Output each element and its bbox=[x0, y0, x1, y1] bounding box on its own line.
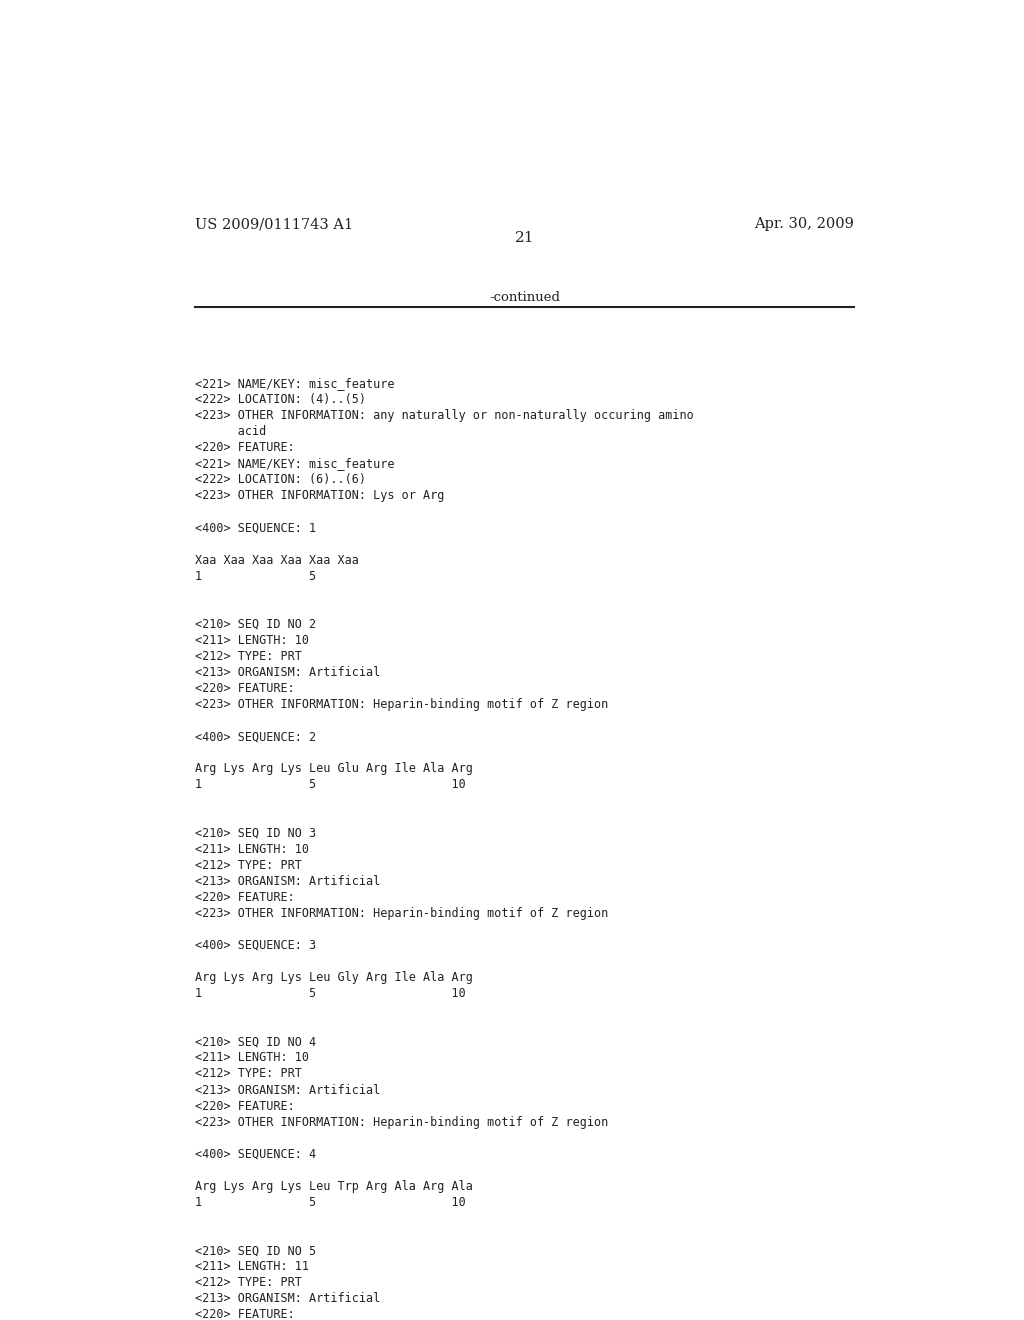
Text: <220> FEATURE:: <220> FEATURE: bbox=[196, 441, 295, 454]
Text: <222> LOCATION: (4)..(5): <222> LOCATION: (4)..(5) bbox=[196, 393, 367, 407]
Text: <213> ORGANISM: Artificial: <213> ORGANISM: Artificial bbox=[196, 1292, 381, 1305]
Text: <211> LENGTH: 10: <211> LENGTH: 10 bbox=[196, 1052, 309, 1064]
Text: <400> SEQUENCE: 1: <400> SEQUENCE: 1 bbox=[196, 521, 316, 535]
Text: 1               5: 1 5 bbox=[196, 570, 316, 582]
Text: -continued: -continued bbox=[489, 290, 560, 304]
Text: <220> FEATURE:: <220> FEATURE: bbox=[196, 682, 295, 696]
Text: Apr. 30, 2009: Apr. 30, 2009 bbox=[755, 218, 854, 231]
Text: Arg Lys Arg Lys Leu Gly Arg Ile Ala Arg: Arg Lys Arg Lys Leu Gly Arg Ile Ala Arg bbox=[196, 972, 473, 985]
Text: <223> OTHER INFORMATION: any naturally or non-naturally occuring amino: <223> OTHER INFORMATION: any naturally o… bbox=[196, 409, 694, 422]
Text: 21: 21 bbox=[515, 231, 535, 244]
Text: <221> NAME/KEY: misc_feature: <221> NAME/KEY: misc_feature bbox=[196, 457, 395, 470]
Text: 1               5                   10: 1 5 10 bbox=[196, 1196, 466, 1209]
Text: 1               5                   10: 1 5 10 bbox=[196, 987, 466, 1001]
Text: <223> OTHER INFORMATION: Lys or Arg: <223> OTHER INFORMATION: Lys or Arg bbox=[196, 490, 444, 503]
Text: <210> SEQ ID NO 5: <210> SEQ ID NO 5 bbox=[196, 1245, 316, 1257]
Text: <400> SEQUENCE: 4: <400> SEQUENCE: 4 bbox=[196, 1148, 316, 1160]
Text: US 2009/0111743 A1: US 2009/0111743 A1 bbox=[196, 218, 353, 231]
Text: <400> SEQUENCE: 3: <400> SEQUENCE: 3 bbox=[196, 939, 316, 952]
Text: <400> SEQUENCE: 2: <400> SEQUENCE: 2 bbox=[196, 730, 316, 743]
Text: <210> SEQ ID NO 2: <210> SEQ ID NO 2 bbox=[196, 618, 316, 631]
Text: <220> FEATURE:: <220> FEATURE: bbox=[196, 1100, 295, 1113]
Text: <212> TYPE: PRT: <212> TYPE: PRT bbox=[196, 1068, 302, 1081]
Text: <210> SEQ ID NO 3: <210> SEQ ID NO 3 bbox=[196, 826, 316, 840]
Text: <212> TYPE: PRT: <212> TYPE: PRT bbox=[196, 649, 302, 663]
Text: <223> OTHER INFORMATION: Heparin-binding motif of Z region: <223> OTHER INFORMATION: Heparin-binding… bbox=[196, 1115, 608, 1129]
Text: <213> ORGANISM: Artificial: <213> ORGANISM: Artificial bbox=[196, 875, 381, 888]
Text: <212> TYPE: PRT: <212> TYPE: PRT bbox=[196, 859, 302, 871]
Text: <213> ORGANISM: Artificial: <213> ORGANISM: Artificial bbox=[196, 1084, 381, 1097]
Text: <212> TYPE: PRT: <212> TYPE: PRT bbox=[196, 1276, 302, 1290]
Text: 1               5                   10: 1 5 10 bbox=[196, 779, 466, 792]
Text: <220> FEATURE:: <220> FEATURE: bbox=[196, 891, 295, 904]
Text: <221> NAME/KEY: misc_feature: <221> NAME/KEY: misc_feature bbox=[196, 378, 395, 389]
Text: <210> SEQ ID NO 4: <210> SEQ ID NO 4 bbox=[196, 1035, 316, 1048]
Text: <211> LENGTH: 10: <211> LENGTH: 10 bbox=[196, 634, 309, 647]
Text: <211> LENGTH: 10: <211> LENGTH: 10 bbox=[196, 842, 309, 855]
Text: acid: acid bbox=[196, 425, 266, 438]
Text: <220> FEATURE:: <220> FEATURE: bbox=[196, 1308, 295, 1320]
Text: <222> LOCATION: (6)..(6): <222> LOCATION: (6)..(6) bbox=[196, 474, 367, 486]
Text: <223> OTHER INFORMATION: Heparin-binding motif of Z region: <223> OTHER INFORMATION: Heparin-binding… bbox=[196, 698, 608, 711]
Text: <223> OTHER INFORMATION: Heparin-binding motif of Z region: <223> OTHER INFORMATION: Heparin-binding… bbox=[196, 907, 608, 920]
Text: Xaa Xaa Xaa Xaa Xaa Xaa: Xaa Xaa Xaa Xaa Xaa Xaa bbox=[196, 553, 359, 566]
Text: <211> LENGTH: 11: <211> LENGTH: 11 bbox=[196, 1261, 309, 1274]
Text: Arg Lys Arg Lys Leu Trp Arg Ala Arg Ala: Arg Lys Arg Lys Leu Trp Arg Ala Arg Ala bbox=[196, 1180, 473, 1193]
Text: Arg Lys Arg Lys Leu Glu Arg Ile Ala Arg: Arg Lys Arg Lys Leu Glu Arg Ile Ala Arg bbox=[196, 763, 473, 775]
Text: <213> ORGANISM: Artificial: <213> ORGANISM: Artificial bbox=[196, 667, 381, 678]
